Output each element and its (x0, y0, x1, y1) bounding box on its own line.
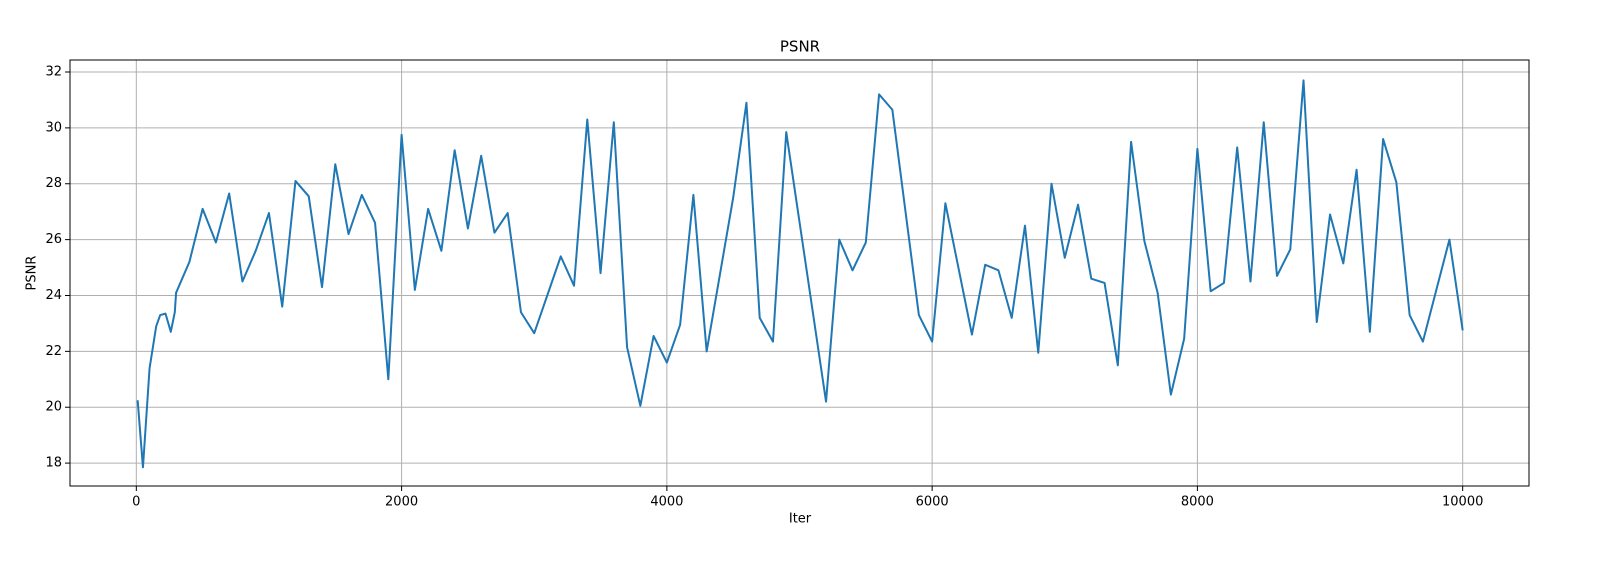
y-tick-label: 32 (45, 65, 62, 80)
x-tick-label: 6000 (916, 495, 949, 510)
y-tick-label: 30 (45, 120, 62, 135)
x-tick-label: 8000 (1181, 495, 1214, 510)
x-axis-label: Iter (789, 512, 812, 527)
y-tick-label: 20 (45, 400, 62, 415)
x-tick-label: 4000 (650, 495, 683, 510)
y-tick-label: 18 (45, 456, 62, 471)
y-tick-label: 28 (45, 176, 62, 191)
chart-title: PSNR (780, 38, 820, 56)
y-tick-label: 22 (45, 344, 62, 359)
data-line (136, 79, 1464, 469)
y-axis-label: PSNR (25, 256, 40, 291)
y-tick-label: 26 (45, 232, 62, 247)
y-tick-label: 24 (45, 288, 62, 303)
x-tick-label: 0 (132, 495, 140, 510)
x-tick-label: 2000 (385, 495, 418, 510)
x-tick-label: 10000 (1442, 495, 1483, 510)
plot-frame (69, 59, 1530, 487)
